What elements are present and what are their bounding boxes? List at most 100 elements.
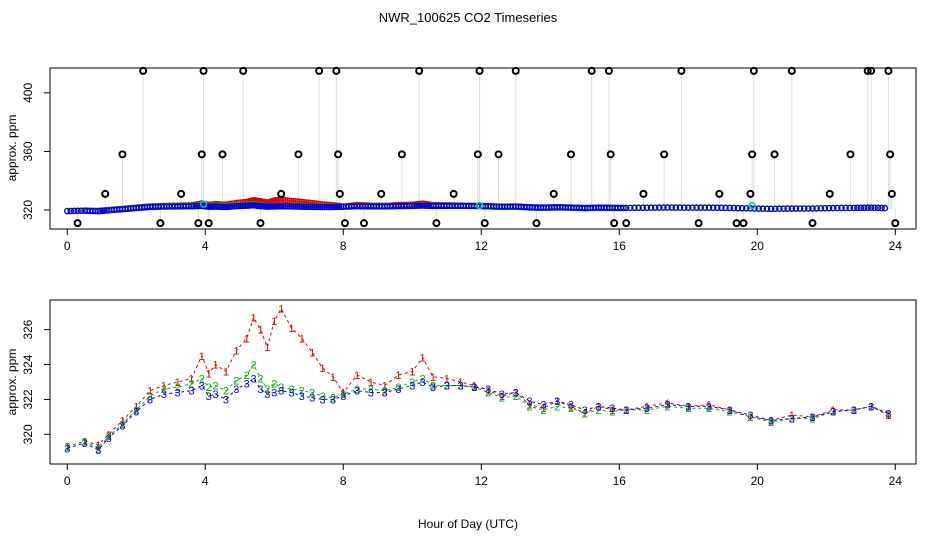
bottom-series-2-point: 2 bbox=[199, 374, 205, 386]
bottom-series-3-point: 3 bbox=[665, 400, 671, 412]
bottom-series-1-point: 1 bbox=[568, 401, 574, 413]
top-series-3-point bbox=[767, 205, 775, 213]
bottom-series-2-point: 2 bbox=[188, 379, 194, 391]
top-series-3-point bbox=[413, 202, 420, 209]
bottom-series-2-point: 2 bbox=[309, 387, 315, 399]
top-flagged-point bbox=[449, 189, 458, 198]
bottom-series-3-point: 3 bbox=[133, 407, 139, 419]
bottom-series-3-point: 3 bbox=[458, 380, 464, 392]
bottom-series-1-point: 1 bbox=[147, 386, 153, 398]
bottom-series-3-point: 3 bbox=[868, 401, 874, 413]
top-flagged-point bbox=[315, 66, 324, 75]
bottom-series-3-point: 3 bbox=[250, 374, 256, 386]
top-flagged-point bbox=[846, 150, 855, 159]
bottom-series-2-point: 2 bbox=[288, 384, 294, 396]
bottom-series-2-point: 2 bbox=[175, 382, 181, 394]
top-series-3-point bbox=[693, 204, 700, 211]
top-series-3-point bbox=[214, 203, 221, 210]
top-series-3-point bbox=[421, 202, 428, 209]
top-series-3-point bbox=[813, 205, 820, 212]
top-series-3-point bbox=[878, 204, 885, 212]
bottom-series-3-point: 3 bbox=[527, 396, 533, 408]
top-series-3-point bbox=[235, 202, 242, 210]
top-series-3-point bbox=[788, 205, 795, 212]
bottom-series-2-point: 2 bbox=[330, 393, 336, 405]
bottom-series-1-point: 1 bbox=[644, 401, 650, 413]
top-series-3-point bbox=[284, 203, 291, 210]
top-flagged-point bbox=[825, 189, 834, 198]
top-flagged-point bbox=[884, 66, 893, 75]
bottom-series-1-point: 1 bbox=[851, 405, 857, 417]
top-series-3-point bbox=[755, 205, 762, 212]
bottom-series-1-point: 1 bbox=[409, 367, 415, 379]
top-series-3-point bbox=[834, 204, 841, 212]
top-flagged-point bbox=[808, 219, 817, 228]
top-series-3-point bbox=[298, 203, 306, 210]
bottom-series-1-point: 1 bbox=[320, 363, 326, 375]
top-flagged-point bbox=[739, 219, 748, 228]
top-series-3-point bbox=[300, 203, 308, 210]
bottom-series-2-point: 2 bbox=[727, 407, 733, 419]
top-series-3-point bbox=[718, 204, 725, 212]
bottom-series-3-point: 3 bbox=[106, 433, 112, 445]
bottom-series-3-point: 3 bbox=[206, 391, 212, 403]
bottom-x-tick-label: 24 bbox=[889, 474, 903, 488]
top-series-3-point bbox=[622, 204, 630, 212]
top-series-3-point bbox=[237, 202, 244, 210]
bottom-series-2-point: 2 bbox=[278, 382, 284, 394]
bottom-series-3-point: 3 bbox=[596, 401, 602, 413]
top-series-3-point bbox=[705, 204, 713, 211]
bottom-x-tick-label: 0 bbox=[64, 474, 71, 488]
bottom-series-3-point: 3 bbox=[789, 414, 795, 426]
bottom-series-2-point: 2 bbox=[354, 384, 360, 396]
top-series-3-point bbox=[331, 203, 339, 211]
bottom-series-1-point: 1 bbox=[665, 398, 671, 410]
bottom-series-1-point: 1 bbox=[213, 360, 219, 372]
bottom-series-2-point: 2 bbox=[527, 401, 533, 413]
top-flagged-point bbox=[218, 150, 227, 159]
top-x-tick-label: 8 bbox=[340, 239, 347, 253]
bottom-series-1-point: 1 bbox=[458, 377, 464, 389]
top-series-3-point bbox=[304, 203, 312, 211]
top-series-3-point bbox=[309, 203, 316, 211]
bottom-series-3-point: 3 bbox=[582, 405, 588, 417]
top-series-3-point bbox=[419, 202, 426, 209]
top-flagged-point bbox=[359, 219, 368, 228]
bottom-series-1-point: 1 bbox=[340, 387, 346, 399]
top-series-3-point bbox=[329, 203, 337, 211]
top-flagged-point bbox=[204, 219, 213, 228]
top-flagged-point bbox=[770, 150, 779, 159]
top-series-3-point bbox=[64, 207, 71, 215]
top-series-3-point bbox=[77, 207, 85, 214]
bottom-series-1-point: 1 bbox=[596, 401, 602, 413]
bottom-series-2-point: 2 bbox=[257, 374, 263, 386]
bottom-series-1-point: 1 bbox=[223, 367, 229, 379]
top-flagged-point bbox=[139, 66, 148, 75]
top-series-3-point bbox=[780, 205, 787, 212]
top-flagged-point bbox=[604, 66, 613, 75]
top-series-3-point bbox=[643, 204, 651, 211]
bottom-series-2-point: 2 bbox=[706, 403, 712, 415]
bottom-series-2-point: 2 bbox=[747, 412, 753, 424]
bottom-series-3-point: 3 bbox=[213, 389, 219, 401]
bottom-series-3-point: 3 bbox=[147, 394, 153, 406]
bottom-series-1-point: 1 bbox=[81, 436, 87, 448]
top-flagged-point bbox=[867, 66, 876, 75]
bottom-series-2-point: 2 bbox=[499, 393, 505, 405]
top-panel: 0 4 8 12 16 20 24 320 360 400 approx. ppm bbox=[5, 66, 917, 253]
top-series-3-point bbox=[656, 204, 663, 211]
bottom-series-2-point: 2 bbox=[206, 382, 212, 394]
top-series-3-point bbox=[680, 204, 688, 211]
top-flagged-point bbox=[377, 189, 386, 198]
bottom-series-2-point: 2 bbox=[133, 405, 139, 417]
top-series-3-point bbox=[411, 202, 418, 210]
bottom-series-2-point: 2 bbox=[623, 405, 629, 417]
bottom-y-tick-label: 322 bbox=[21, 389, 35, 409]
bottom-series-3-point: 3 bbox=[609, 403, 615, 415]
top-series-3-point bbox=[864, 204, 871, 211]
bottom-y-axis: 320 322 324 326 bbox=[21, 319, 50, 444]
top-flagged-point bbox=[197, 150, 206, 159]
bottom-series-1-point: 1 bbox=[264, 342, 270, 354]
